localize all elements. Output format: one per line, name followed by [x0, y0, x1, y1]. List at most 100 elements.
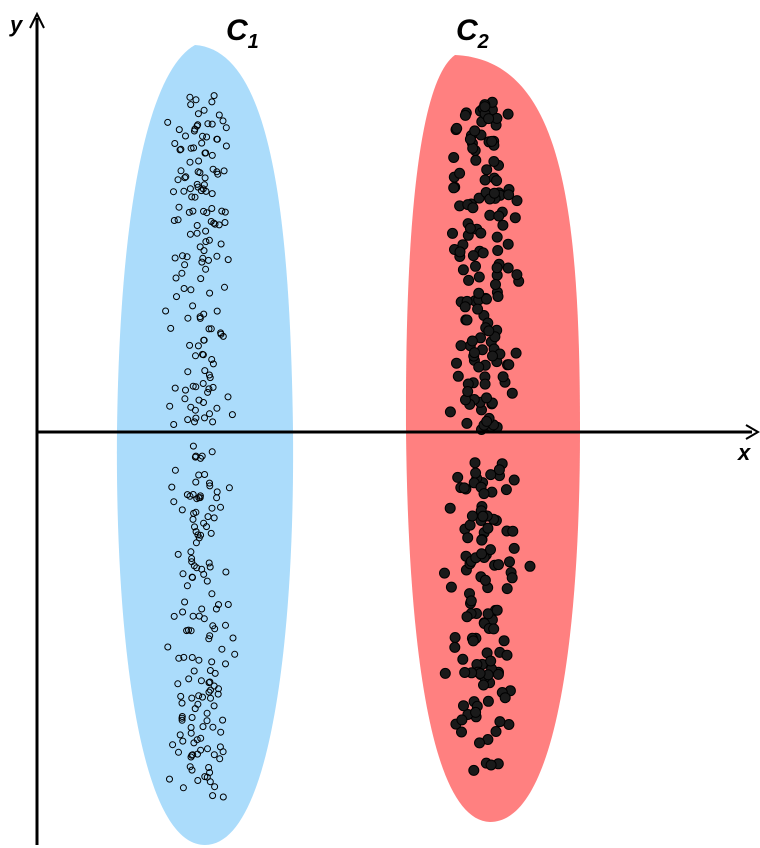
data-point — [216, 755, 224, 763]
data-point — [175, 203, 183, 211]
data-point — [175, 748, 182, 756]
data-point — [189, 207, 197, 215]
data-point — [179, 570, 187, 578]
data-point — [203, 577, 211, 585]
data-point — [492, 668, 504, 680]
data-point — [222, 621, 229, 629]
data-point — [172, 274, 180, 282]
data-point — [229, 634, 237, 642]
data-point — [470, 154, 482, 166]
data-point — [503, 359, 515, 371]
data-point — [205, 385, 213, 393]
data-point — [181, 395, 189, 403]
data-point — [222, 142, 230, 150]
data-point — [204, 745, 211, 753]
data-point — [188, 751, 196, 759]
data-point — [485, 469, 497, 481]
data-point — [451, 122, 463, 134]
data-point — [492, 245, 504, 256]
data-point — [463, 274, 475, 286]
data-point — [200, 247, 208, 255]
data-point — [178, 506, 186, 514]
data-point — [184, 368, 192, 376]
data-point — [190, 144, 198, 152]
data-point — [189, 382, 197, 390]
data-point — [182, 173, 190, 181]
data-point — [224, 256, 232, 264]
data-point — [475, 227, 487, 239]
data-point — [174, 176, 182, 184]
y-axis-arrow — [29, 11, 45, 29]
data-point — [192, 96, 200, 104]
data-point — [166, 402, 174, 410]
data-point — [470, 260, 481, 272]
data-point — [162, 307, 170, 315]
data-point — [201, 367, 209, 375]
data-point — [186, 763, 194, 771]
data-point — [202, 227, 210, 235]
data-point — [502, 108, 514, 120]
data-point — [207, 529, 215, 537]
data-point — [198, 139, 206, 147]
cluster-c2-region — [405, 55, 580, 822]
data-point — [174, 550, 182, 558]
data-point — [197, 531, 205, 539]
data-point — [476, 534, 488, 546]
data-point — [485, 655, 497, 667]
data-point — [209, 723, 217, 731]
data-point — [187, 627, 195, 635]
data-point — [215, 601, 222, 609]
data-point — [188, 573, 196, 581]
data-point — [206, 410, 213, 418]
data-point — [491, 175, 503, 187]
data-point — [457, 653, 469, 665]
data-point — [506, 387, 518, 399]
data-point — [448, 152, 460, 163]
data-point — [459, 301, 471, 313]
data-point — [202, 187, 210, 195]
data-point — [179, 784, 187, 792]
data-point — [198, 258, 206, 266]
data-point — [197, 187, 205, 195]
data-point — [170, 612, 178, 620]
data-point — [205, 559, 213, 567]
data-point — [224, 393, 232, 401]
data-point — [170, 188, 177, 196]
data-point — [191, 523, 198, 531]
data-point — [511, 269, 523, 281]
data-point — [176, 146, 184, 154]
data-point — [202, 265, 210, 273]
data-point — [493, 464, 505, 476]
data-point — [208, 190, 216, 198]
data-point — [185, 675, 193, 683]
data-point — [225, 484, 233, 492]
data-point — [205, 256, 212, 264]
data-point — [456, 726, 467, 738]
data-point — [503, 719, 515, 730]
data-point — [206, 563, 214, 571]
data-point — [491, 231, 503, 243]
data-point — [449, 632, 461, 643]
data-point — [207, 694, 214, 702]
data-point — [181, 174, 189, 182]
data-point — [194, 110, 202, 118]
data-point — [479, 574, 491, 586]
data-point — [504, 556, 515, 568]
data-point — [193, 495, 201, 503]
data-point — [194, 342, 202, 350]
x-axis-label: x — [737, 440, 751, 465]
data-point — [507, 525, 519, 537]
data-point — [511, 195, 523, 207]
data-point — [490, 726, 502, 737]
data-point — [469, 457, 481, 469]
data-point — [213, 252, 221, 260]
data-point — [206, 632, 214, 640]
data-point — [217, 728, 225, 736]
data-point — [452, 370, 464, 382]
data-point — [199, 693, 206, 701]
data-point — [452, 471, 464, 483]
data-point — [467, 635, 479, 647]
data-point — [186, 230, 194, 238]
data-point — [461, 611, 473, 623]
data-point — [464, 222, 476, 234]
